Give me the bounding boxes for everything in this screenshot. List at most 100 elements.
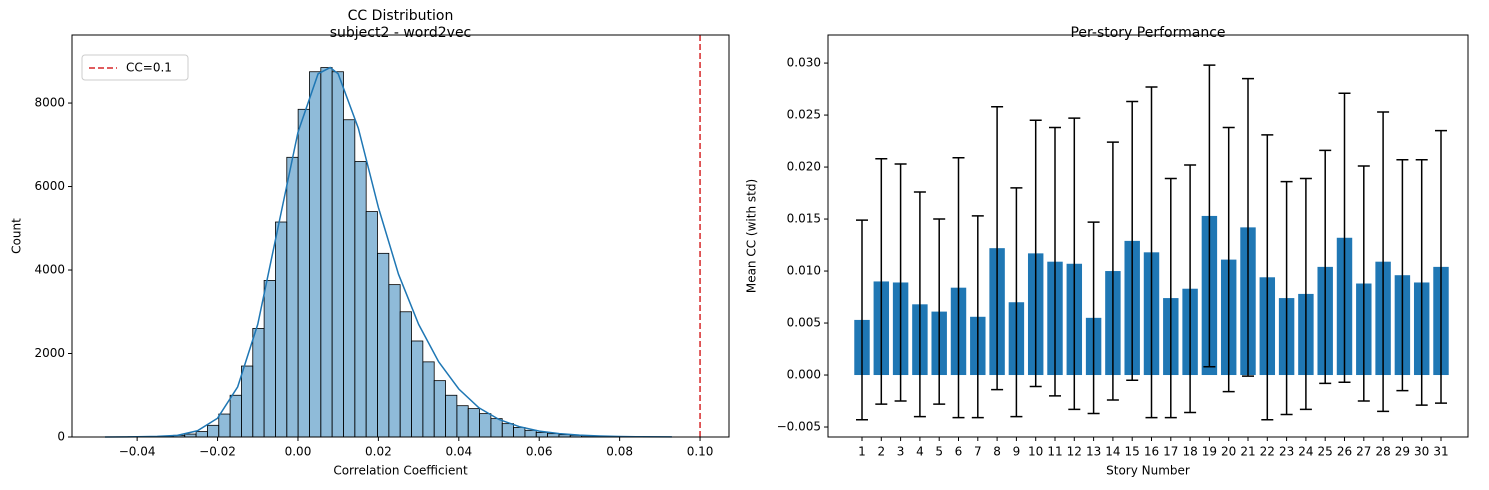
error-bar: [894, 163, 907, 402]
y-tick-label: 0.025: [787, 108, 821, 122]
x-tick-label: 4: [916, 445, 924, 459]
x-tick-label: 29: [1395, 445, 1410, 459]
x-axis-label: Story Number: [1106, 464, 1190, 478]
histogram-bar: [195, 431, 208, 438]
error-bar: [1049, 126, 1061, 397]
histogram-bar: [479, 413, 492, 438]
legend-label: CC=0.1: [126, 61, 172, 75]
histogram-bar: [433, 380, 446, 438]
y-tick-label: 8000: [34, 96, 65, 110]
x-tick-label: 21: [1240, 445, 1255, 459]
x-tick-label: 0.10: [687, 445, 714, 459]
error-bar: [1184, 164, 1197, 414]
y-tick-label: 0.000: [787, 368, 821, 382]
x-tick-label: 27: [1356, 445, 1371, 459]
error-bar: [1242, 77, 1254, 377]
x-tick-label: 13: [1086, 445, 1101, 459]
axes-frame: [827, 34, 1469, 438]
x-tick-label: 24: [1298, 445, 1313, 459]
x-tick-label: 11: [1047, 445, 1062, 459]
x-axis-label: Correlation Coefficient: [333, 464, 468, 478]
x-tick-label: −0.04: [119, 445, 156, 459]
x-tick-label: 15: [1125, 445, 1140, 459]
histogram-bar: [275, 221, 288, 438]
x-tick-label: 9: [1013, 445, 1021, 459]
x-tick-label: 18: [1182, 445, 1197, 459]
y-tick-label: 0.010: [787, 264, 821, 278]
error-bar: [952, 156, 965, 419]
histogram-bar: [524, 429, 537, 438]
x-tick-label: 3: [897, 445, 905, 459]
error-bar: [1145, 86, 1158, 419]
x-tick-label: 12: [1067, 445, 1082, 459]
x-tick-label: 2: [877, 445, 885, 459]
y-tick-label: 0.030: [787, 56, 821, 70]
x-tick-label: 6: [955, 445, 963, 459]
error-bar: [971, 215, 984, 419]
x-tick-label: 30: [1414, 445, 1429, 459]
histogram-bar: [445, 394, 458, 438]
histogram-bar: [331, 71, 344, 438]
histogram-bar: [286, 156, 299, 438]
histogram-bar: [229, 394, 242, 438]
legend-box: [81, 54, 189, 81]
x-tick-label: 17: [1163, 445, 1178, 459]
error-bar: [856, 219, 868, 421]
x-tick-label: 23: [1279, 445, 1294, 459]
error-bar: [991, 105, 1004, 391]
y-axis-label: Mean CC (with std): [745, 179, 759, 293]
error-bar: [1377, 111, 1390, 413]
error-bar: [1222, 126, 1235, 393]
x-tick-label: 31: [1433, 445, 1448, 459]
x-tick-label: 0.08: [606, 445, 633, 459]
histogram-bar: [399, 311, 412, 438]
y-tick-label: 0.005: [787, 316, 821, 330]
kde-line: [104, 66, 672, 438]
error-bar: [1280, 180, 1293, 416]
error-bar: [1068, 117, 1081, 411]
error-bar: [1338, 92, 1351, 384]
histogram-bar: [513, 426, 526, 438]
x-tick-label: −0.02: [199, 445, 236, 459]
x-tick-label: 26: [1337, 445, 1352, 459]
histogram-bar: [547, 433, 560, 438]
error-bar: [1396, 159, 1409, 392]
x-tick-label: 7: [974, 445, 982, 459]
error-bar: [1126, 100, 1139, 381]
y-tick-label: −0.005: [777, 420, 821, 434]
histogram-bar: [422, 361, 435, 438]
error-bar: [875, 157, 888, 405]
histogram-bar: [252, 328, 265, 438]
error-bar: [933, 218, 946, 405]
x-tick-label: 0.02: [365, 445, 392, 459]
histogram-bar: [309, 71, 322, 438]
error-bar: [1261, 134, 1274, 421]
histogram-bar: [411, 340, 424, 438]
x-tick-label: 0.04: [445, 445, 472, 459]
histogram-bar: [218, 413, 231, 438]
y-tick-label: 6000: [34, 179, 65, 193]
axes-frame: [71, 34, 730, 438]
histogram-bar: [456, 405, 469, 438]
chart-subtitle: subject2 - word2vec: [330, 25, 472, 41]
y-tick-label: 0.020: [787, 160, 821, 174]
histogram-bar: [297, 108, 310, 438]
chart-title: Per-story Performance: [1070, 25, 1225, 41]
y-axis-label: Count: [10, 218, 24, 254]
chart-title: CC Distribution: [348, 8, 454, 24]
error-bar: [1029, 119, 1042, 388]
error-bar: [1203, 64, 1216, 368]
x-tick-label: 20: [1221, 445, 1236, 459]
error-bar: [1087, 221, 1100, 415]
histogram-bar: [501, 423, 514, 438]
error-bar: [1106, 141, 1119, 401]
histogram-bar: [343, 119, 356, 438]
error-bar: [1415, 159, 1428, 406]
error-bar: [1164, 177, 1177, 419]
x-tick-label: 5: [935, 445, 943, 459]
error-bar: [1435, 129, 1447, 404]
y-tick-label: 4000: [34, 263, 65, 277]
y-tick-label: 0: [57, 430, 65, 444]
y-tick-label: 0.015: [787, 212, 821, 226]
